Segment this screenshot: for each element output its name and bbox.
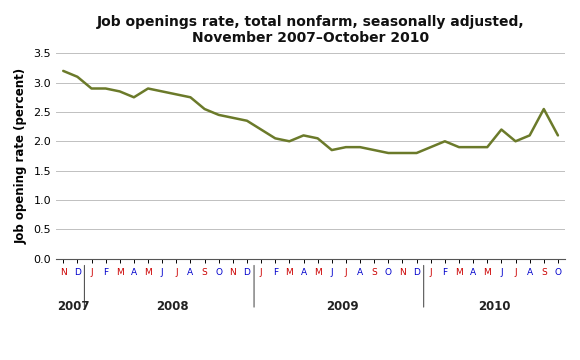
Text: 2008: 2008 <box>157 300 189 312</box>
Text: 2007: 2007 <box>57 300 90 312</box>
Title: Job openings rate, total nonfarm, seasonally adjusted,
November 2007–October 201: Job openings rate, total nonfarm, season… <box>97 15 524 45</box>
Text: 2009: 2009 <box>326 300 358 312</box>
Text: 2010: 2010 <box>478 300 510 312</box>
Y-axis label: Job opening rate (percent): Job opening rate (percent) <box>15 68 28 244</box>
